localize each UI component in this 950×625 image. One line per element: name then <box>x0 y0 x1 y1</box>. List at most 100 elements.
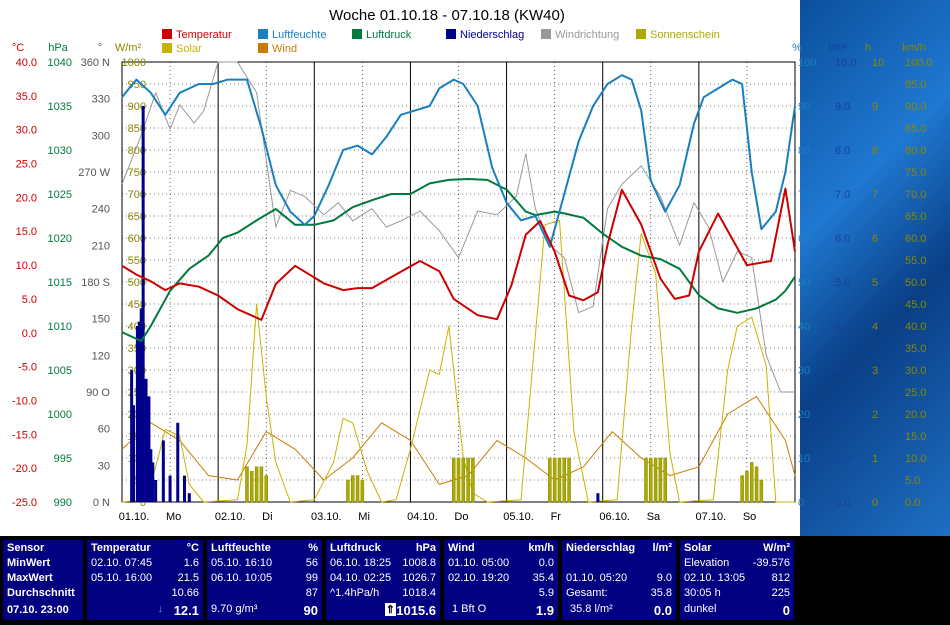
rain-axis-tick: 5.0 <box>835 277 850 289</box>
humidity-axis-tick: 60 <box>798 233 810 245</box>
x-weekday-label: So <box>743 511 756 523</box>
solar-axis-tick: 850 <box>128 123 146 135</box>
direction-axis-tick: 330 <box>92 94 110 106</box>
sonnenschein-bar <box>754 466 759 503</box>
sunshine-axis-tick: 2 <box>872 409 878 421</box>
solar-axis-tick: 900 <box>128 101 146 113</box>
direction-axis-tick: 360 N <box>81 57 110 69</box>
sonnenschein-bar <box>644 457 648 503</box>
trend-down-icon: ↓ <box>157 603 164 615</box>
direction-axis-tick: 240 <box>92 204 110 216</box>
pressure-current: 1015.6 <box>396 603 436 618</box>
weather-chart: Woche 01.10.18 - 07.10.18 (KW40) Tempera… <box>11 7 933 523</box>
legend-label-niederschlag: Niederschlag <box>460 29 524 41</box>
x-date-label: 07.10. <box>696 511 727 523</box>
humidity-axis-tick: 100 <box>798 57 816 69</box>
niederschlag-bar <box>132 405 136 502</box>
rain-total-label: Gesamt: <box>566 587 608 599</box>
pressure-axis-tick: 1025 <box>48 189 72 201</box>
wind-axis-tick: 55.0 <box>905 255 926 267</box>
chart-title: Woche 01.10.18 - 07.10.18 (KW40) <box>329 7 565 24</box>
solar-axis-tick: 0 <box>140 497 146 509</box>
sunshine-axis-tick: 8 <box>872 145 878 157</box>
solar-max-time: 02.10. 13:05 <box>684 572 746 584</box>
sonnenschein-bar <box>548 457 552 503</box>
wind-axis-tick: 40.0 <box>905 321 926 333</box>
sonnenschein-bar <box>456 457 461 503</box>
solar-unit: W/m² <box>763 542 790 554</box>
temp-axis-tick: 30.0 <box>16 125 37 137</box>
wind-axis-tick: 35.0 <box>905 343 926 355</box>
niederschlag-bar <box>182 475 186 502</box>
wind-axis-tick: 25.0 <box>905 387 926 399</box>
sonnenschein-bar <box>663 457 667 503</box>
pressure-max-time: 04.10. 02:25 <box>330 572 392 584</box>
niederschlag-bar <box>176 422 180 502</box>
x-weekday-label: Mi <box>358 511 370 523</box>
solar-elevation-value: -39.576 <box>752 557 790 569</box>
x-date-label: 02.10. <box>215 511 246 523</box>
pressure-axis-tick: 990 <box>54 497 72 509</box>
rain-column: Niederschlag l/m² 01.10. 05:20 9.0 Gesamt:… <box>562 540 676 620</box>
temp-axis-tick: -5.0 <box>18 362 37 374</box>
direction-axis-tick: 30 <box>98 460 110 472</box>
temperature-min-value: 1.6 <box>183 557 199 569</box>
wind-beaufort: 1 Bft O <box>452 603 487 615</box>
wind-axis-tick: 45.0 <box>905 299 926 311</box>
luftdruck-line <box>121 178 796 342</box>
x-date-label: 01.10. <box>119 511 150 523</box>
wind-min-time: 01.10. 05:00 <box>448 557 510 569</box>
direction-axis-tick: 60 <box>98 424 110 436</box>
solar-axis-tick: 750 <box>128 167 146 179</box>
rain-unit-label: l/m² <box>829 42 848 54</box>
wind-axis-tick: 70.0 <box>905 189 926 201</box>
sonnenschein-bar <box>461 457 466 503</box>
wind-unit-label: km/h <box>902 42 926 54</box>
row-label-avg: Durchschnitt <box>7 587 75 599</box>
rain-header: Niederschlag <box>566 542 636 554</box>
wind-axis-tick: 20.0 <box>905 409 926 421</box>
niederschlag-bar <box>135 326 139 502</box>
x-weekday-label: Mo <box>166 511 181 523</box>
solar-axis-tick: 550 <box>128 255 146 267</box>
pressure-min-value: 1008.8 <box>402 557 436 569</box>
sonnenschein-bar <box>562 457 567 503</box>
temp-axis-tick: -10.0 <box>12 395 37 407</box>
sonnenschein-bar <box>259 466 264 503</box>
sonnenschein-bar <box>254 466 259 503</box>
niederschlag-bar <box>187 493 191 502</box>
wind-current: 1.9 <box>535 603 554 618</box>
rain-max-value: 9.0 <box>656 572 672 584</box>
sensor-header: Sensor <box>7 542 45 554</box>
pressure-axis-tick: 1040 <box>48 57 72 69</box>
sonnenschein-bar <box>466 457 470 503</box>
pressure-trend-text: ^1.4hPa/h <box>330 587 380 599</box>
wind-axis-tick: 85.0 <box>905 123 926 135</box>
sunshine-axis-tick: 1 <box>872 453 878 465</box>
niederschlag-bar <box>596 493 600 502</box>
temp-axis-tick: 15.0 <box>16 226 37 238</box>
wind-column: Wind km/h 01.10. 05:00 0.0 02.10. 19:20 35.… <box>444 540 558 620</box>
humidity-unit-label: % <box>792 42 802 54</box>
wind-axis-tick: 75.0 <box>905 167 926 179</box>
wind-unit: km/h <box>528 542 554 554</box>
current-timestamp: 07.10. 23:00 <box>7 604 69 616</box>
chart-legend: Temperatur Luftfeuchte Luftdruck Niederschl… <box>162 29 720 55</box>
direction-axis-tick: 150 <box>92 314 110 326</box>
rain-axis-tick: 0.0 <box>835 497 850 509</box>
direction-axis-tick: 270 W <box>78 167 110 179</box>
legend-label-sonnenschein: Sonnenschein <box>650 29 720 41</box>
rain-axis-tick: 8.0 <box>835 145 850 157</box>
niederschlag-bar <box>147 396 151 502</box>
wind-max-value: 35.4 <box>532 572 554 584</box>
temp-axis-tick: 40.0 <box>16 57 37 69</box>
windrichtung-line <box>121 61 795 393</box>
temperature-max-value: 21.5 <box>177 572 199 584</box>
direction-axis-tick: 0 N <box>93 497 110 509</box>
direction-axis-tick: 120 <box>92 350 110 362</box>
solar-axis-tick: 700 <box>128 189 146 201</box>
legend-label-luftfeuchte: Luftfeuchte <box>272 29 326 41</box>
sunshine-hours: 30:05 h <box>684 587 721 599</box>
humidity-max-value: 99 <box>305 572 318 584</box>
niederschlag-bar <box>137 321 141 502</box>
